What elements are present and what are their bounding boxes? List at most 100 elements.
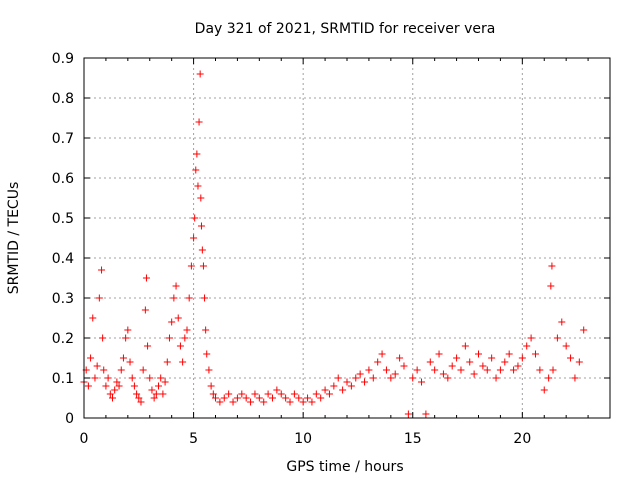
data-point: [439, 370, 447, 378]
data-point: [199, 262, 207, 270]
data-point: [461, 342, 469, 350]
data-point: [299, 398, 307, 406]
data-point: [426, 358, 434, 366]
data-point: [157, 374, 165, 382]
data-point: [205, 366, 213, 374]
data-point: [553, 334, 561, 342]
data-point: [510, 366, 518, 374]
data-point: [247, 398, 255, 406]
data-point: [413, 366, 421, 374]
data-point: [141, 306, 149, 314]
data-point: [365, 366, 373, 374]
data-point: [133, 390, 141, 398]
data-point: [99, 334, 107, 342]
data-point: [102, 382, 110, 390]
data-point: [202, 326, 210, 334]
y-tick-labels: 0 0.1 0.2 0.3 0.4 0.5 0.6 0.7 0.8 0.9: [52, 51, 74, 427]
data-point: [207, 382, 215, 390]
data-point: [325, 390, 333, 398]
data-point: [126, 358, 134, 366]
data-point: [197, 222, 205, 230]
data-point: [176, 342, 184, 350]
data-point: [567, 354, 575, 362]
data-point: [361, 378, 369, 386]
data-points: [80, 70, 588, 418]
data-point: [290, 390, 298, 398]
data-point: [216, 398, 224, 406]
data-point: [317, 394, 325, 402]
data-point: [374, 358, 382, 366]
data-point: [220, 394, 228, 402]
data-point: [148, 386, 156, 394]
data-point: [152, 390, 160, 398]
data-point: [146, 374, 154, 382]
data-point: [391, 370, 399, 378]
data-point: [192, 166, 200, 174]
data-point: [277, 390, 285, 398]
data-point: [400, 362, 408, 370]
data-point: [98, 266, 106, 274]
data-point: [100, 366, 108, 374]
y-tick-label: 0.7: [52, 131, 74, 147]
data-point: [321, 386, 329, 394]
data-point: [387, 374, 395, 382]
data-point: [159, 390, 167, 398]
data-point: [124, 326, 132, 334]
data-point: [444, 374, 452, 382]
data-point: [347, 382, 355, 390]
data-point: [286, 398, 294, 406]
data-point: [185, 294, 193, 302]
data-point: [251, 390, 259, 398]
data-point: [488, 354, 496, 362]
data-point: [479, 362, 487, 370]
data-point: [382, 366, 390, 374]
data-point: [91, 374, 99, 382]
data-point: [558, 318, 566, 326]
data-point: [378, 350, 386, 358]
y-tick-label: 0.1: [52, 371, 74, 387]
data-point: [418, 378, 426, 386]
data-point: [369, 374, 377, 382]
data-point: [409, 374, 417, 382]
data-point: [113, 378, 121, 386]
y-tick-label: 0.2: [52, 331, 74, 347]
data-point: [150, 394, 158, 402]
data-point: [172, 282, 180, 290]
data-point: [475, 350, 482, 358]
data-point: [242, 394, 250, 402]
data-point: [540, 386, 548, 394]
data-point: [466, 358, 474, 366]
data-point: [193, 150, 201, 158]
data-point: [163, 358, 171, 366]
data-point: [155, 382, 163, 390]
data-point: [396, 354, 404, 362]
data-point: [183, 326, 191, 334]
data-point: [308, 398, 316, 406]
data-point: [233, 394, 241, 402]
data-point: [142, 274, 150, 282]
y-tick-label: 0.4: [52, 251, 74, 267]
x-tick-labels: 0 5 10 15 20: [80, 431, 532, 447]
data-point: [229, 398, 237, 406]
data-point: [93, 362, 101, 370]
y-tick-label: 0: [65, 411, 74, 427]
data-point: [119, 354, 127, 362]
data-point: [295, 394, 303, 402]
data-point: [453, 354, 461, 362]
data-point: [343, 378, 351, 386]
data-point: [196, 70, 204, 78]
data-point: [179, 358, 187, 366]
data-point: [212, 394, 219, 402]
data-point: [137, 398, 145, 406]
y-axis-label: SRMTID / TECUs: [6, 182, 22, 295]
data-point: [191, 214, 199, 222]
data-point: [170, 294, 178, 302]
data-point: [111, 386, 119, 394]
data-point: [89, 314, 97, 322]
data-point: [264, 390, 272, 398]
data-point: [457, 366, 465, 374]
data-point: [168, 318, 176, 326]
data-point: [108, 394, 116, 402]
data-point: [523, 342, 531, 350]
